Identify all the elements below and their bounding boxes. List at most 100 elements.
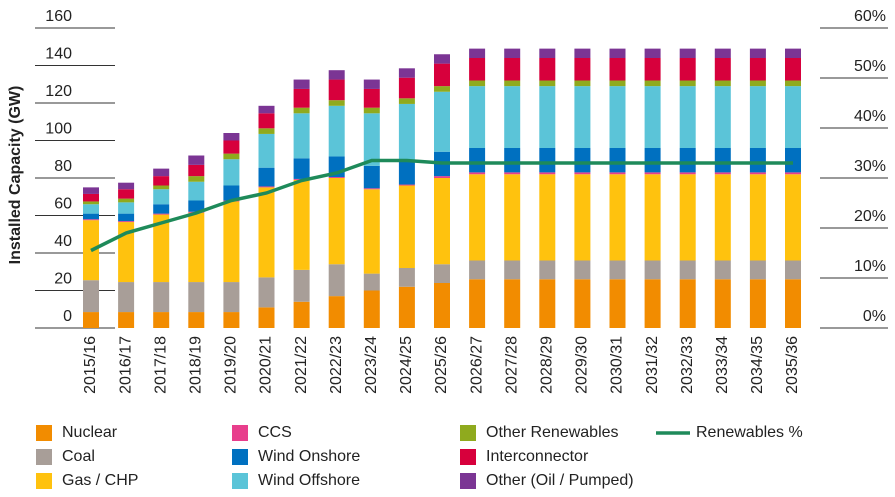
bar-segment	[398, 184, 415, 186]
bar-segment	[398, 77, 415, 99]
bar-segment	[574, 80, 591, 87]
bar-segment	[679, 148, 696, 173]
bar-segment	[188, 181, 205, 201]
x-tick-label: 2032/33	[679, 336, 696, 394]
bar-segment	[749, 174, 766, 261]
legend-label: Nuclear	[62, 424, 118, 441]
x-tick-label: 2016/17	[117, 336, 134, 394]
bar-segment	[118, 198, 135, 203]
bar-segment	[504, 260, 521, 280]
bar-segment	[504, 174, 521, 261]
bar-segment	[785, 260, 801, 280]
bar-segment	[153, 214, 170, 283]
bar-segment	[644, 80, 661, 87]
bar-segment	[539, 80, 556, 87]
bar-segment	[574, 260, 591, 280]
y2-tick-label: 10%	[854, 258, 886, 275]
bar-segment	[118, 182, 135, 190]
bar-segment	[363, 188, 380, 190]
x-tick-label: 2021/22	[293, 336, 310, 394]
bar-segment	[749, 86, 766, 148]
bar-segment	[328, 177, 345, 178]
x-tick-label: 2029/30	[574, 336, 591, 394]
bar-segment	[434, 63, 450, 87]
bar-segment	[714, 80, 731, 87]
bar-segment	[469, 86, 486, 148]
bar-segment	[398, 286, 415, 328]
bar-segment	[258, 133, 275, 168]
legend-label: Renewables %	[696, 424, 803, 441]
bar-segment	[363, 88, 380, 108]
bar-segment	[328, 79, 345, 101]
bar-segment	[749, 58, 766, 81]
bar-segment	[83, 280, 99, 313]
x-tick-label: 2030/31	[609, 336, 626, 394]
y2-tick-label: 30%	[854, 158, 886, 175]
bar-segment	[504, 148, 521, 173]
legend-swatch	[232, 425, 248, 441]
bar-segment	[644, 172, 661, 175]
x-tick-label: 2017/18	[152, 336, 169, 394]
bar-segment	[223, 153, 240, 160]
bar-segment	[609, 48, 626, 58]
bar-segment	[258, 277, 275, 308]
legend-swatch	[460, 425, 476, 441]
bar-segment	[293, 269, 310, 302]
line-series	[90, 158, 793, 253]
bar-segment	[223, 133, 240, 141]
bar-segment	[293, 113, 310, 159]
x-tick-label: 2022/23	[328, 336, 345, 394]
bar-segment	[258, 113, 275, 129]
bar-segment	[118, 213, 135, 222]
bar-segment	[785, 148, 801, 173]
bar-segment	[539, 172, 556, 175]
bar-segment	[363, 113, 380, 166]
bar-segment	[153, 168, 170, 177]
bar-segment	[293, 88, 310, 108]
legend-label: Wind Onshore	[258, 448, 360, 465]
bar-segment	[504, 279, 521, 328]
bar-segment	[749, 48, 766, 58]
bar-segment	[363, 107, 380, 114]
bar-segment	[363, 290, 380, 328]
bar-segment	[434, 54, 450, 64]
bar-segment	[328, 296, 345, 328]
bar-segment	[714, 48, 731, 58]
bar-segment	[609, 279, 626, 328]
legend-label: Coal	[62, 448, 95, 465]
bar-segment	[749, 148, 766, 173]
bar-segment	[644, 260, 661, 280]
x-tick-label: 2025/26	[433, 336, 450, 394]
y-tick-label: 60	[54, 196, 72, 213]
bar-segment	[153, 185, 170, 190]
bar-segment	[609, 80, 626, 87]
bar-segment	[785, 86, 801, 148]
bar-segment	[83, 204, 99, 214]
bar-segment	[785, 172, 801, 175]
bar-segment	[258, 167, 275, 187]
legend-swatch	[36, 449, 52, 465]
x-tick-label: 2027/28	[503, 336, 520, 394]
bar-segment	[469, 58, 486, 81]
y-tick-label: 100	[45, 121, 72, 138]
bar-segment	[679, 174, 696, 261]
x-tick-label: 2015/16	[82, 336, 99, 394]
bar-segment	[504, 80, 521, 87]
x-tick-label: 2020/21	[258, 336, 275, 394]
bar-segment	[118, 221, 135, 223]
x-tick-label: 2019/20	[223, 336, 240, 394]
bar-segment	[363, 189, 380, 274]
legend-swatch	[36, 473, 52, 489]
bar-segment	[258, 307, 275, 328]
bar-segment	[609, 86, 626, 148]
bar-segment	[469, 148, 486, 173]
bar-segment	[223, 201, 240, 283]
legend-label: Other Renewables	[486, 424, 619, 441]
y-axis-label: Installed Capacity (GW)	[7, 86, 24, 265]
bar-segment	[293, 79, 310, 89]
bar-segment	[188, 212, 205, 283]
y-tick-label: 120	[45, 83, 72, 100]
bar-segment	[574, 148, 591, 173]
bar-segment	[539, 279, 556, 328]
bar-segment	[679, 80, 696, 87]
